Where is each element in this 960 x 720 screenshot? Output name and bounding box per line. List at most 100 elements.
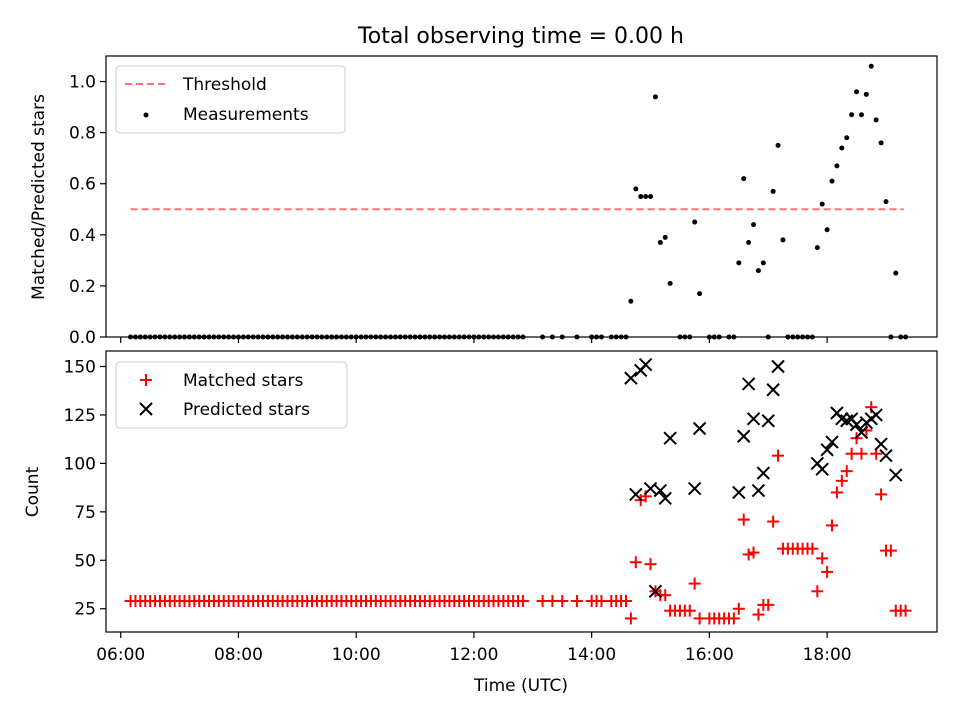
count-y-axis-label: Count xyxy=(23,466,43,517)
count-legend-box xyxy=(115,361,348,429)
matched-stars-point xyxy=(826,519,839,532)
measurement-point xyxy=(893,270,899,276)
matched-stars-point xyxy=(855,447,868,460)
ratio-legend-box xyxy=(115,65,346,134)
predicted-stars-point xyxy=(825,435,839,449)
x-axis: 06:00 08:00 10:00 12:00 14:00 16:00 18:00 xyxy=(96,632,852,665)
chart-title: Total observing time = 0.00 h xyxy=(357,24,684,49)
measurement-point xyxy=(883,199,889,205)
matched-stars-point xyxy=(875,488,888,501)
ratio-y-tick-label: 0.4 xyxy=(69,226,96,246)
predicted-stars-point xyxy=(815,462,829,476)
predicted-stars-point xyxy=(761,414,775,428)
predicted-stars-point xyxy=(741,377,756,391)
count-y-tick-label: 25 xyxy=(74,600,96,620)
matched-stars-point xyxy=(762,598,775,611)
x-tick-label: 18:00 xyxy=(803,645,852,665)
measurement-point xyxy=(780,237,786,243)
predicted-stars-point xyxy=(629,487,643,502)
measurement-point xyxy=(868,63,874,69)
legend-measurements-swatch xyxy=(143,112,149,118)
predicted-stars-point xyxy=(751,483,766,498)
ratio-y-axis: 0.0 0.2 0.4 0.6 0.8 1.0 xyxy=(69,73,828,348)
ratio-y-tick-label: 1.0 xyxy=(69,73,96,93)
matched-stars-point xyxy=(840,465,853,478)
matched-stars-point xyxy=(811,585,824,598)
ratio-legend: Threshold Measurements xyxy=(115,65,346,134)
predicted-stars-point xyxy=(653,483,668,498)
matched-stars-point xyxy=(772,449,785,462)
measurement-point xyxy=(741,176,747,182)
matched-stars-point xyxy=(624,612,637,625)
ratio-y-tick-label: 0.8 xyxy=(69,124,96,144)
matched-stars-point xyxy=(767,515,780,528)
predicted-stars-point xyxy=(732,485,746,500)
measurement-point xyxy=(858,112,864,118)
matched-stars-point xyxy=(752,608,765,621)
measurement-point xyxy=(834,163,840,169)
legend-predicted-label: Predicted stars xyxy=(183,400,310,420)
measurement-point xyxy=(878,140,884,146)
measurement-point xyxy=(814,245,820,251)
measurement-point xyxy=(662,234,668,240)
ratio-panel: 0.0 0.2 0.4 0.6 0.8 1.0 Matched/Predicted sta… xyxy=(29,55,938,348)
count-legend: Matched stars Predicted stars xyxy=(115,361,348,429)
measurement-point xyxy=(697,291,703,297)
x-axis-label: Time (UTC) xyxy=(473,676,568,696)
measurement-point xyxy=(873,117,879,123)
ratio-y-tick-label: 0.0 xyxy=(69,328,96,348)
predicted-stars-point xyxy=(756,466,771,480)
predicted-stars-point xyxy=(648,584,663,599)
measurement-point xyxy=(854,89,860,95)
measurement-point xyxy=(760,260,766,266)
legend-matched-label: Matched stars xyxy=(183,371,303,391)
matched-stars-point xyxy=(619,594,632,607)
legend-matched-swatch xyxy=(140,374,152,386)
x-tick-label: 12:00 xyxy=(449,645,498,665)
measurement-point xyxy=(736,260,742,266)
measurement-point xyxy=(829,178,835,184)
measurement-point xyxy=(667,280,673,286)
matched-stars-point xyxy=(835,474,848,487)
count-y-tick-label: 50 xyxy=(74,551,96,571)
ratio-y-axis-label: Matched/Predicted stars xyxy=(29,94,49,300)
x-tick-label: 16:00 xyxy=(685,645,734,665)
count-y-tick-label: 125 xyxy=(64,406,96,426)
predicted-stars-point xyxy=(771,359,785,374)
matched-stars-point xyxy=(644,558,657,571)
predicted-stars-point xyxy=(879,448,893,463)
matched-stars-point xyxy=(570,594,583,607)
matched-stars-point xyxy=(683,604,696,617)
count-y-axis: 25 50 75 100 125 150 xyxy=(64,358,106,620)
measurement-point xyxy=(628,298,634,304)
measurement-point xyxy=(652,94,658,100)
predicted-stars-point xyxy=(854,425,869,440)
count-panel: 25 50 75 100 125 150 06:00 08:00 10:00 12:00 14:0… xyxy=(23,350,938,696)
predicted-stars-point xyxy=(638,357,653,372)
measurement-point xyxy=(746,239,752,245)
measurement-point xyxy=(638,194,644,199)
x-tick-label: 06:00 xyxy=(96,645,145,665)
count-y-tick-label: 150 xyxy=(64,358,96,378)
matched-stars-point xyxy=(830,486,843,499)
predicted-stars-point xyxy=(692,421,707,436)
ratio-axes-frame xyxy=(105,55,938,338)
matched-stars-point xyxy=(732,602,745,615)
measurement-point xyxy=(844,135,850,141)
measurement-point xyxy=(770,188,776,194)
predicted-stars-point xyxy=(766,383,780,397)
matched-stars-point xyxy=(806,542,819,555)
measurement-point xyxy=(692,219,698,225)
predicted-stars-point xyxy=(746,412,761,426)
count-y-tick-label: 75 xyxy=(74,503,96,523)
ratio-y-tick-label: 0.6 xyxy=(69,175,96,195)
measurement-point xyxy=(755,268,761,274)
matched-stars-point xyxy=(659,589,672,602)
matched-stars-point xyxy=(884,544,897,557)
predicted-stars-point xyxy=(624,371,638,385)
predicted-stars-point xyxy=(658,491,672,505)
legend-measurements-label: Measurements xyxy=(183,105,309,125)
x-tick-label: 10:00 xyxy=(332,645,381,665)
measurement-point xyxy=(643,194,649,199)
